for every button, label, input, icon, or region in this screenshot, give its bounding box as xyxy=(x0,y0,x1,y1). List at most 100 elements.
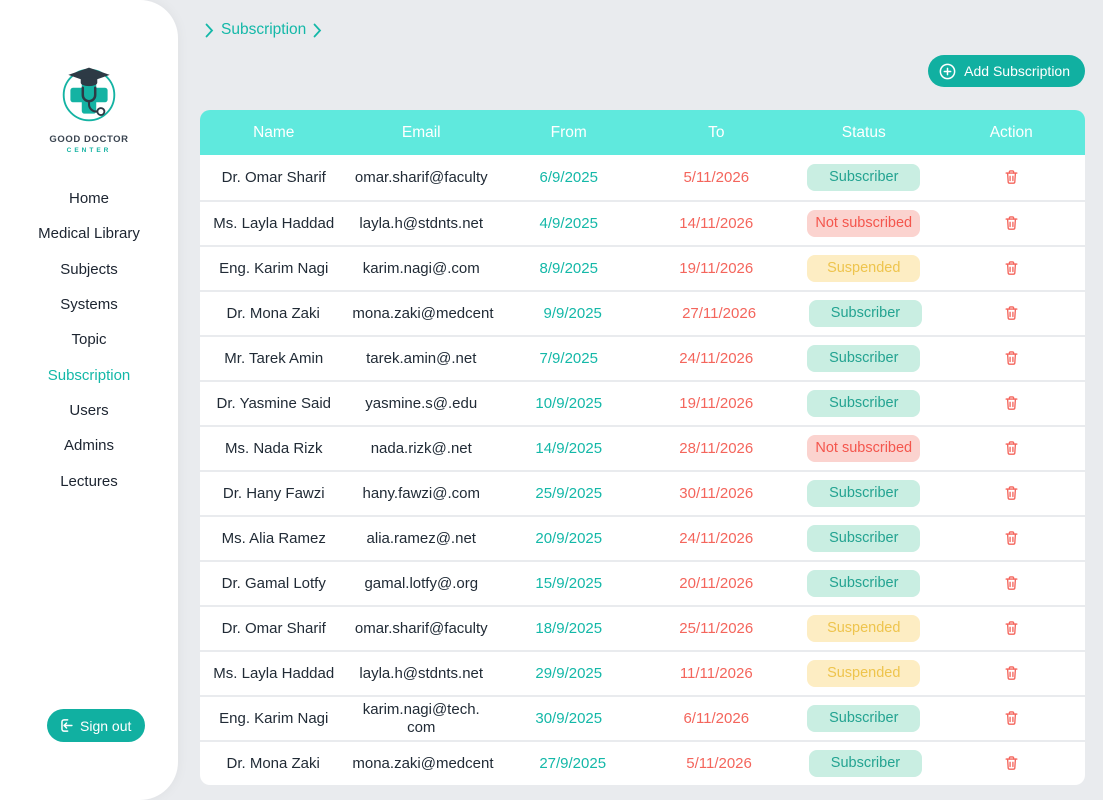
table-row: Mr. Tarek Amin tarek.amin@.net 7/9/2025 24/… xyxy=(200,335,1085,380)
delete-subscription-button[interactable] xyxy=(999,255,1024,281)
status-badge-suspended: Suspended xyxy=(807,660,921,687)
table-row: Dr. Mona Zaki mona.zaki@medcent 27/9/2025 5… xyxy=(200,740,1085,785)
to-date-cell: 24/11/2026 xyxy=(679,530,754,547)
status-cell: Subscriber xyxy=(790,705,938,732)
sidebar-item-lectures[interactable]: Lectures xyxy=(60,472,118,490)
status-cell: Subscriber xyxy=(790,570,938,597)
to-date-cell: 6/11/2026 xyxy=(683,710,750,727)
good-doctor-logo-icon xyxy=(62,67,116,122)
trash-icon xyxy=(1003,261,1020,280)
status-badge-not-subscribed: Not subscribed xyxy=(807,435,921,462)
table-row: Dr. Gamal Lotfy gamal.lotfy@.org 15/9/2025… xyxy=(200,560,1085,605)
name-cell: Ms. Nada Rizk xyxy=(224,439,323,457)
delete-subscription-button[interactable] xyxy=(999,435,1024,461)
breadcrumb[interactable]: Subscription xyxy=(205,21,322,39)
sidebar-item-subjects[interactable]: Subjects xyxy=(60,260,118,278)
table-row: Eng. Karim Nagi karim.nagi@.com 8/9/2025 19… xyxy=(200,245,1085,290)
sidebar-nav: Home Medical Library Subjects Systems Topic S… xyxy=(0,181,178,499)
status-badge-suspended: Suspended xyxy=(807,615,921,642)
name-cell: Ms. Layla Haddad xyxy=(213,664,335,682)
delete-subscription-button[interactable] xyxy=(999,750,1024,776)
trash-icon xyxy=(1003,531,1020,550)
delete-subscription-button[interactable] xyxy=(999,345,1024,371)
name-cell: Dr. Mona Zaki xyxy=(226,754,320,772)
sidebar-item-users[interactable]: Users xyxy=(69,401,109,419)
status-badge-subscriber: Subscriber xyxy=(807,345,921,372)
email-cell: mona.zaki@medcent xyxy=(352,754,494,772)
sidebar-item-medical-library[interactable]: Medical Library xyxy=(38,225,140,243)
action-cell xyxy=(938,164,1086,191)
column-header-to: To xyxy=(708,123,725,141)
table-body: Dr. Omar Sharif omar.sharif@faculty 6/9/20… xyxy=(200,155,1085,785)
from-date-cell: 10/9/2025 xyxy=(535,395,603,412)
email-cell: gamal.lotfy@.org xyxy=(364,574,479,592)
trash-icon xyxy=(1003,306,1020,325)
name-cell: Eng. Karim Nagi xyxy=(219,709,329,727)
column-header-email: Email xyxy=(401,123,441,141)
sidebar-item-home[interactable]: Home xyxy=(68,190,109,208)
table-row: Dr. Yasmine Said yasmine.s@.edu 10/9/2025 1… xyxy=(200,380,1085,425)
delete-subscription-button[interactable] xyxy=(999,660,1024,686)
table-row: Ms. Alia Ramez alia.ramez@.net 20/9/2025 24… xyxy=(200,515,1085,560)
sidebar: GOOD DOCTOR CENTER Home Medical Library Su… xyxy=(0,0,178,800)
delete-subscription-button[interactable] xyxy=(999,570,1024,596)
action-cell xyxy=(938,255,1086,282)
delete-subscription-button[interactable] xyxy=(999,705,1024,731)
status-cell: Subscriber xyxy=(790,345,938,372)
to-date-cell: 14/11/2026 xyxy=(679,215,754,232)
table-row: Ms. Layla Haddad layla.h@stdnts.net 4/9/20… xyxy=(200,200,1085,245)
action-cell xyxy=(938,570,1086,597)
to-date-cell: 24/11/2026 xyxy=(679,350,754,367)
chevron-right-icon xyxy=(205,23,214,38)
sign-out-button[interactable]: Sign out xyxy=(47,709,146,742)
action-cell xyxy=(938,210,1086,237)
sidebar-item-subscription[interactable]: Subscription xyxy=(47,366,131,384)
name-cell: Eng. Karim Nagi xyxy=(219,259,329,277)
delete-subscription-button[interactable] xyxy=(999,615,1024,641)
status-badge-subscriber: Subscriber xyxy=(807,164,921,191)
delete-subscription-button[interactable] xyxy=(999,300,1024,326)
chevron-right-icon xyxy=(313,23,322,38)
add-subscription-button[interactable]: Add Subscription xyxy=(928,55,1085,87)
name-cell: Ms. Layla Haddad xyxy=(213,214,335,232)
from-date-cell: 6/9/2025 xyxy=(539,169,598,186)
delete-subscription-button[interactable] xyxy=(999,210,1024,236)
sidebar-item-admins[interactable]: Admins xyxy=(63,437,115,455)
name-cell: Dr. Omar Sharif xyxy=(221,168,326,186)
from-date-cell: 30/9/2025 xyxy=(535,710,603,727)
status-cell: Subscriber xyxy=(790,390,938,417)
trash-icon xyxy=(1003,396,1020,415)
status-badge-subscriber: Subscriber xyxy=(807,525,921,552)
plus-circle-icon xyxy=(938,62,957,81)
to-date-cell: 30/11/2026 xyxy=(679,485,754,502)
action-cell xyxy=(938,435,1086,462)
column-header-action: Action xyxy=(989,123,1033,141)
email-cell: karim.nagi@tech. com xyxy=(362,700,480,736)
from-date-cell: 9/9/2025 xyxy=(543,305,602,322)
table-row: Dr. Mona Zaki mona.zaki@medcent 9/9/2025 27… xyxy=(200,290,1085,335)
sidebar-item-systems[interactable]: Systems xyxy=(60,296,118,314)
trash-icon xyxy=(1003,216,1020,235)
status-badge-not-subscribed: Not subscribed xyxy=(807,210,921,237)
breadcrumb-label[interactable]: Subscription xyxy=(221,21,307,38)
name-cell: Mr. Tarek Amin xyxy=(224,349,324,367)
delete-subscription-button[interactable] xyxy=(999,390,1024,416)
column-header-status: Status xyxy=(841,123,886,141)
from-date-cell: 20/9/2025 xyxy=(535,530,603,547)
trash-icon xyxy=(1003,486,1020,505)
email-cell: layla.h@stdnts.net xyxy=(359,214,484,232)
delete-subscription-button[interactable] xyxy=(999,525,1024,551)
email-cell: tarek.amin@.net xyxy=(366,349,477,367)
status-badge-suspended: Suspended xyxy=(807,255,921,282)
action-cell xyxy=(939,300,1085,327)
to-date-cell: 19/11/2026 xyxy=(679,395,754,412)
action-cell xyxy=(939,750,1085,777)
delete-subscription-button[interactable] xyxy=(999,164,1024,190)
action-cell xyxy=(938,615,1086,642)
from-date-cell: 7/9/2025 xyxy=(539,350,598,367)
sidebar-item-topic[interactable]: Topic xyxy=(71,331,107,349)
delete-subscription-button[interactable] xyxy=(999,480,1024,506)
action-cell xyxy=(938,345,1086,372)
to-date-cell: 5/11/2026 xyxy=(683,169,750,186)
from-date-cell: 29/9/2025 xyxy=(535,665,603,682)
